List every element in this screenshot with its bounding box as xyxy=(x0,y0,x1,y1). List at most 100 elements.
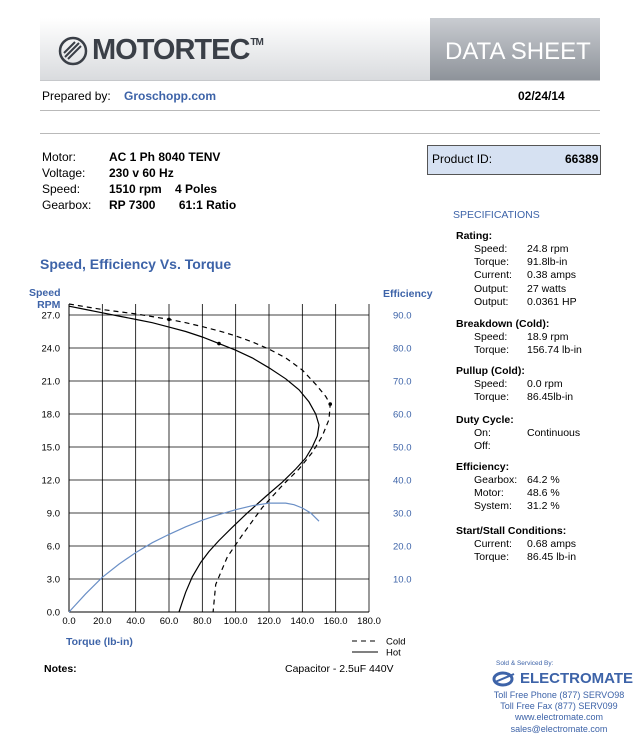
y-tick-label-right: 50.0 xyxy=(393,442,412,453)
electromate-logo-icon xyxy=(492,671,515,687)
spec-rating-keys: Speed: Torque: Current: Output: Output: xyxy=(474,243,512,309)
spec-key: Current: xyxy=(474,538,512,550)
series-line-speed-cold xyxy=(68,303,331,613)
spec-efficiency-heading: Efficiency: xyxy=(456,461,510,473)
spec-value: 27 watts xyxy=(527,282,567,295)
vendor-name: ELECTROMATE xyxy=(520,670,634,687)
y-tick-label-right: 80.0 xyxy=(393,343,412,354)
y-axis-right-label: Efficiency xyxy=(383,288,433,300)
divider-mid xyxy=(40,133,600,134)
spec-pullup-heading: Pullup (Cold): xyxy=(456,365,525,377)
y-tick-label-right: 90.0 xyxy=(393,310,412,321)
spec-rating-heading: Rating: xyxy=(456,230,493,242)
vendor-phone: Toll Free Phone (877) SERVO98 xyxy=(493,690,625,700)
spec-key: Speed: xyxy=(474,243,508,255)
y-tick-label-right: 30.0 xyxy=(393,508,412,519)
x-tick-label: 20.0 xyxy=(93,616,112,627)
spec-value: 156.74 lb-in xyxy=(527,344,582,357)
y-tick-label-left: 3.0 xyxy=(47,575,60,586)
y-tick-label-left: 9.0 xyxy=(47,509,60,520)
y-tick-label-left: 24.0 xyxy=(42,344,61,355)
x-tick-label: 60.0 xyxy=(160,616,179,627)
motor-value: AC 1 Ph 8040 TENV xyxy=(109,150,221,164)
y-tick-label-left: 18.0 xyxy=(42,410,61,421)
spec-pullup-values: 0.0 rpm 86.45lb-in xyxy=(527,378,573,404)
spec-breakdown-keys: Speed: Torque: xyxy=(474,331,509,357)
spec-efficiency-values: 64.2 % 48.6 % 31.2 % xyxy=(527,474,560,514)
spec-value: 31.2 % xyxy=(527,500,560,513)
y-axis-left-label-line: RPM xyxy=(37,299,61,311)
motor-label: Motor: xyxy=(42,150,77,164)
sold-by-label: Sold & Serviced By: xyxy=(496,660,554,667)
spec-rating-values: 24.8 rpm 91.8lb-in 0.38 amps 27 watts 0.… xyxy=(527,243,577,309)
legend-label-cold: Cold xyxy=(386,637,406,648)
y-tick-label-left: 27.0 xyxy=(42,311,61,322)
notes-label: Notes: xyxy=(44,663,77,675)
spec-pullup-keys: Speed: Torque: xyxy=(474,378,509,404)
vendor-website-link[interactable]: www.electromate.com xyxy=(514,712,604,723)
spec-value: 64.2 % xyxy=(527,474,560,486)
y-tick-label-right: 20.0 xyxy=(393,541,412,552)
data-point-marker xyxy=(328,402,333,406)
y-tick-label-right: 40.0 xyxy=(393,475,412,486)
y-tick-label-right: 60.0 xyxy=(393,409,412,420)
spec-breakdown-values: 18.9 rpm 156.74 lb-in xyxy=(527,331,582,357)
series-line-efficiency-hot xyxy=(68,502,320,613)
spec-key: Torque: xyxy=(474,256,510,269)
spec-value: 48.6 % xyxy=(527,487,560,500)
specifications-title: SPECIFICATIONS xyxy=(453,209,540,221)
spec-startstall-keys: Current: Torque: xyxy=(474,538,512,564)
spec-startstall-values: 0.68 amps 86.45 lb-in xyxy=(527,538,576,564)
gearbox-value: RP 7300 61:1 Ratio xyxy=(109,198,237,212)
prepared-by-value: Groschopp.com xyxy=(124,89,217,103)
y-tick-label-left: 15.0 xyxy=(42,443,61,454)
product-id-label: Product ID: xyxy=(432,152,493,166)
x-tick-label: 100.0 xyxy=(224,616,248,627)
speed-value: 1510 rpm 4 Poles xyxy=(109,182,218,196)
spec-efficiency-keys: Gearbox: Motor: System: xyxy=(474,474,517,514)
spec-key: Current: xyxy=(474,269,512,282)
vendor-email-link[interactable]: sales@electromate.com xyxy=(510,723,608,734)
spec-value: Continuous xyxy=(527,427,581,439)
spec-value: 0.0361 HP xyxy=(527,295,577,308)
y-tick-label-right: 10.0 xyxy=(393,574,412,585)
spec-value: 86.45lb-in xyxy=(527,391,574,404)
product-id-box xyxy=(427,145,601,175)
y-axis-left-label: Speed RPM xyxy=(29,287,61,311)
spec-startstall-heading: Start/Stall Conditions: xyxy=(456,525,567,537)
x-tick-label: 40.0 xyxy=(126,616,145,627)
vendor-contact: Toll Free Phone (877) SERVO98 Toll Free … xyxy=(490,690,628,735)
header-datasheet-panel xyxy=(430,18,600,80)
gearbox-label: Gearbox: xyxy=(42,198,92,212)
spec-key: On: xyxy=(474,427,491,439)
spec-value: 86.45 lb-in xyxy=(527,551,577,564)
series-line-speed-hot xyxy=(68,305,320,613)
spec-key: Motor: xyxy=(474,487,504,500)
spec-key: Speed: xyxy=(474,331,508,343)
product-id-value: 66389 xyxy=(565,152,599,166)
x-tick-label: 160.0 xyxy=(324,616,348,627)
spec-value: 91.8lb-in xyxy=(527,256,568,269)
data-point-marker xyxy=(167,317,171,322)
spec-value: 18.9 rpm xyxy=(527,331,569,343)
speed-label: Speed: xyxy=(42,182,81,196)
x-tick-label: 120.0 xyxy=(257,616,281,627)
data-point-marker xyxy=(217,341,221,346)
spec-duty-values: Continuous xyxy=(527,427,580,440)
spec-duty-heading: Duty Cycle: xyxy=(456,414,514,426)
motortec-logo-icon xyxy=(58,36,88,66)
notes-value: Capacitor - 2.5uF 440V xyxy=(285,663,394,675)
spec-value: 24.8 rpm xyxy=(527,243,569,255)
y-tick-label-left: 6.0 xyxy=(47,542,60,553)
x-axis-label: Torque (lb-in) xyxy=(66,636,133,648)
prepared-by-label: Prepared by: xyxy=(42,89,111,103)
y-tick-label-left: 21.0 xyxy=(42,377,61,388)
spec-value: 0.38 amps xyxy=(527,269,577,282)
y-tick-label-left: 12.0 xyxy=(42,476,61,487)
y-tick-label-left: 0.0 xyxy=(47,608,60,619)
voltage-label: Voltage: xyxy=(42,166,86,180)
x-tick-label: 0.0 xyxy=(62,616,75,627)
spec-key: Torque: xyxy=(474,344,510,357)
spec-key: Gearbox: xyxy=(474,474,518,486)
brand-logo: MOTORTECTM xyxy=(92,34,264,66)
